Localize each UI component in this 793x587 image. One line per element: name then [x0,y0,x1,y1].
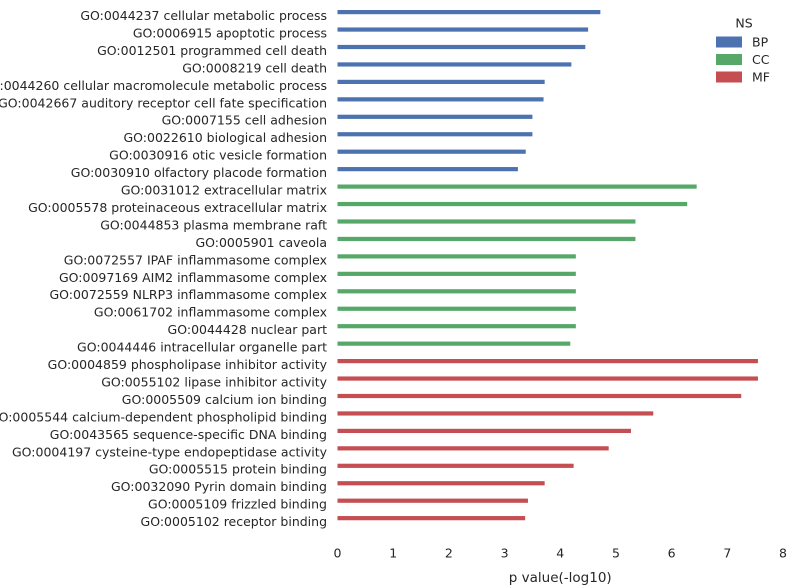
category-label: GO:0007155 cell adhesion [162,113,327,128]
legend-swatch-cc [716,54,742,65]
bar-bp [337,97,544,102]
category-label: GO:0044237 cellular metabolic process [80,8,327,23]
bar-cc [337,306,576,311]
bar-bp [337,44,586,50]
bar-mf [337,446,609,451]
category-label: GO:0044446 intracellular organelle part [77,340,327,355]
category-label: GO:0008219 cell death [182,60,327,75]
bar-bp [337,10,601,15]
category-label: GO:0004197 cysteine-type endopeptidase a… [12,444,328,459]
bar-cc [337,289,576,294]
category-label: GO:0044428 nuclear part [168,322,328,337]
category-labels-group: GO:0044237 cellular metabolic process GO:… [0,8,328,529]
category-label: GO:0005515 protein binding [149,462,327,477]
legend: NS BP CC MF [716,16,770,85]
category-label: GO:0030916 otic vesicle formation [109,148,327,163]
bar-mf [337,498,528,503]
category-label: GO:0005509 calcium ion binding [122,392,327,407]
bar-cc [337,184,697,189]
bar-cc [337,324,576,329]
category-label: GO:0097169 AIM2 inflammasome complex [59,270,327,285]
bar-bp [337,149,526,154]
bar-cc [337,341,571,346]
category-label: GO:0005578 proteinaceous extracellular m… [28,200,327,215]
category-label: GO:0022610 biological adhesion [124,130,328,145]
bar-bp [337,132,533,137]
category-label: GO:0005901 caveola [195,235,327,250]
category-label: GO:0072557 IPAF inflammasome complex [64,252,327,267]
bar-mf [337,393,742,399]
bar-mf [337,376,758,381]
x-tick-label: 8 [779,546,787,561]
bar-mf [337,359,758,364]
category-label: GO:0044260 cellular macromolecule metabo… [0,78,327,93]
bar-cc [337,201,688,207]
legend-title: NS [735,16,752,31]
category-label: GO:0072559 NLRP3 inflammasome complex [49,287,327,302]
legend-swatch-bp [716,36,742,48]
bar-bp [337,79,545,84]
category-label: GO:0055102 lipase inhibitor activity [101,374,327,389]
bar-cc [337,236,636,242]
legend-entries-group: BP CC MF [716,35,770,85]
legend-label: MF [752,70,770,85]
category-label: GO:0006915 apoptotic process [133,25,327,40]
bar-cc [337,219,636,224]
bar-mf [337,411,654,416]
legend-label: BP [752,35,769,50]
category-label: GO:0044853 plasma membrane raft [100,217,327,232]
category-label: GO:0004859 phospholipase inhibitor activ… [48,357,328,372]
x-tick-label: 5 [612,546,620,561]
bar-mf [337,516,526,521]
bar-bp [337,114,533,119]
category-label: GO:0005544 calcium-dependent phospholipi… [0,409,327,424]
x-tick-label: 3 [501,546,509,561]
x-tick-label: 6 [668,546,676,561]
category-label: GO:0043565 sequence-specific DNA binding [50,427,327,442]
category-label: GO:0061702 inflammasome complex [94,305,327,320]
category-label: GO:0005109 frizzled binding [148,497,327,512]
bar-mf [337,428,631,433]
x-tick-label: 1 [389,546,397,561]
category-label: GO:0031012 extracellular matrix [121,183,327,198]
bars-group [337,10,758,521]
x-tick-label: 0 [334,546,342,561]
category-label: GO:0042667 auditory receptor cell fate s… [0,95,327,110]
bar-mf [337,481,545,486]
x-tick-label: 4 [556,546,564,561]
bar-bp [337,62,572,67]
category-label: GO:0030910 olfactory placode formation [71,165,327,180]
bar-bp [337,27,589,32]
x-axis-title: p value(-log10) [509,570,612,586]
category-label: GO:0012501 programmed cell death [97,43,327,58]
legend-label: CC [752,52,770,67]
legend-swatch-mf [716,71,742,83]
category-label: GO:0005102 receptor binding [141,514,327,529]
category-label: GO:0032090 Pyrin domain binding [111,479,327,494]
bar-cc [337,254,576,259]
bar-cc [337,271,576,276]
x-tick-label: 7 [723,546,731,561]
x-axis-ticks-group: 0 1 2 3 4 5 6 7 8 [334,546,788,561]
bar-bp [337,167,518,172]
bar-mf [337,463,574,468]
x-tick-label: 2 [445,546,453,561]
